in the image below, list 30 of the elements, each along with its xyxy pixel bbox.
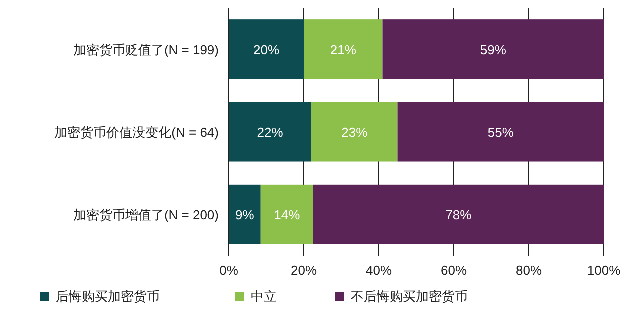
x-tick-label: 0% [220, 263, 239, 278]
text: 9% [236, 208, 254, 223]
x-tick-label: 20% [290, 263, 318, 278]
bar [229, 184, 261, 244]
y-tick-label: 加密货币价值没变化(N = 64) [54, 125, 219, 140]
bar [312, 102, 398, 162]
bar [304, 20, 383, 80]
text: 20% [253, 42, 280, 58]
x-tick-label: 40% [366, 263, 392, 278]
y-tick-label: 加密货币贬值了(N = 199) [73, 42, 219, 58]
text: 59% [480, 42, 506, 58]
bar [229, 102, 312, 162]
bar [260, 184, 314, 244]
bar [313, 184, 604, 244]
legend-label: 不后悔购买加密货币 [351, 289, 468, 304]
text: 55% [488, 125, 514, 140]
x-tick-label: 60% [440, 263, 468, 278]
bar [382, 20, 604, 80]
x-tick-label: 100% [587, 263, 622, 278]
y-tick-label: 加密货币增值了(N = 200) [73, 208, 219, 223]
legend-label: 中立 [251, 289, 277, 304]
bar [229, 20, 304, 80]
text: 21% [330, 42, 356, 58]
bar [398, 102, 604, 162]
text: 23% [342, 125, 368, 140]
legend-label: 后悔购买加密货币 [56, 289, 160, 304]
text: 14% [274, 208, 300, 223]
x-tick-label: 80% [516, 263, 542, 278]
text: 78% [446, 208, 472, 223]
text: 22% [257, 125, 284, 140]
